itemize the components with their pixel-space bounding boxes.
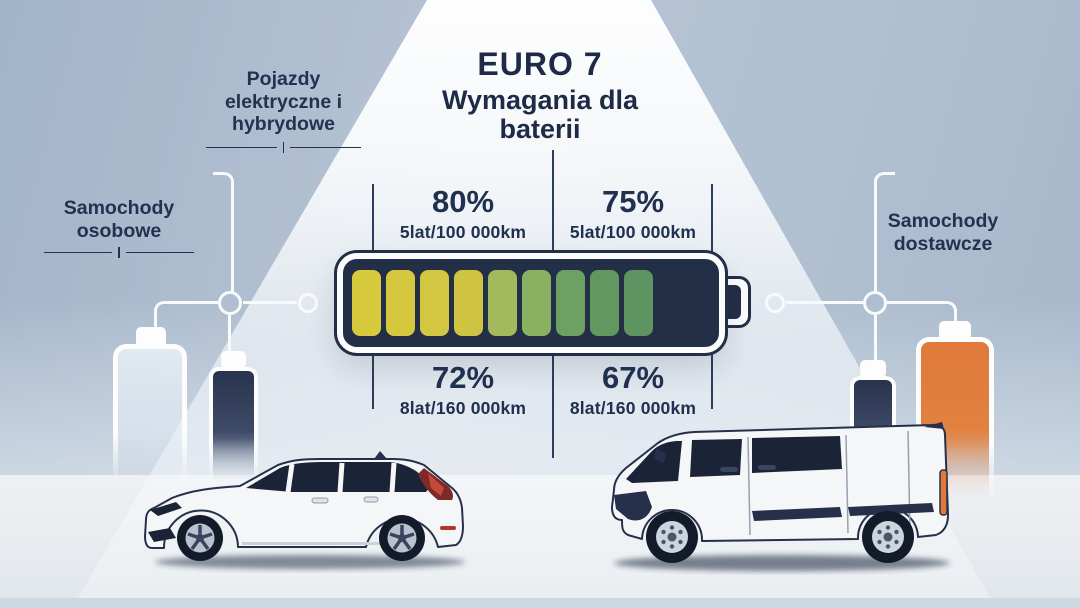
side-mirror-icon	[654, 449, 666, 463]
floor-edge	[0, 598, 1080, 608]
label-text: Pojazdy elektryczne i hybrydowe	[224, 68, 343, 136]
label-passenger-cars: Samochody osobowe	[44, 197, 194, 259]
connector-line	[874, 315, 877, 360]
divider-line	[372, 184, 374, 253]
stat-passenger-8y: 72% 8lat/160 000km	[375, 362, 551, 419]
connector-line	[874, 172, 895, 294]
stat-passenger-5y: 80% 5lat/100 000km	[375, 186, 551, 243]
divider-line	[711, 353, 713, 409]
battery-gauge-segment	[556, 270, 585, 336]
connector-node-icon	[765, 293, 785, 313]
label-text: Samochody dostawcze	[887, 210, 999, 255]
battery-gauge-segment	[386, 270, 415, 336]
white-battery-terminal	[136, 327, 166, 347]
door-handle	[758, 465, 776, 470]
connector-line	[213, 172, 234, 294]
front-wheel	[646, 511, 698, 563]
orange-battery-terminal	[939, 321, 971, 340]
stat-condition: 5lat/100 000km	[399, 222, 527, 242]
title-kicker: EURO 7	[477, 46, 603, 82]
white-battery-icon	[113, 344, 187, 486]
dark-battery-terminal	[221, 351, 246, 369]
stat-percent: 80%	[431, 184, 495, 219]
van-molding	[848, 503, 934, 516]
van-sliding-window	[752, 436, 842, 473]
connector-node-icon	[298, 293, 318, 313]
stat-percent: 75%	[601, 184, 665, 219]
connector-line	[887, 301, 957, 337]
rule-tick	[118, 247, 120, 259]
taillight-icon	[939, 469, 948, 516]
battery-gauge-segment	[590, 270, 619, 336]
label-rule	[206, 141, 361, 153]
front-wheel	[177, 515, 223, 561]
rear-reflector	[440, 526, 456, 530]
battery-gauge-segment	[420, 270, 449, 336]
connector-line	[243, 301, 297, 304]
roof-spoiler	[924, 422, 944, 429]
dark-battery-terminal	[860, 360, 886, 378]
connector-line	[228, 315, 231, 353]
connector-line	[154, 301, 221, 335]
battery-gauge-segments	[352, 270, 653, 336]
car-shadow	[155, 555, 465, 569]
page-title: EURO 7 Wymagania dla baterii	[380, 46, 700, 145]
roof-antenna-icon	[374, 451, 387, 459]
delivery-van-illustration	[611, 422, 950, 571]
title-heading: Wymagania dla baterii	[441, 84, 639, 145]
rule-line	[44, 251, 113, 254]
door-handle	[311, 497, 329, 504]
connector-node-icon	[218, 291, 242, 315]
divider-line	[711, 184, 713, 253]
divider-line	[372, 353, 374, 409]
van-molding	[752, 507, 842, 521]
label-delivery-vans: Samochody dostawcze	[858, 210, 1028, 255]
rule-line	[206, 146, 277, 149]
rocker-trim	[242, 542, 380, 545]
rule-line	[290, 146, 361, 149]
van-shadow	[614, 555, 950, 571]
stat-condition: 8lat/160 000km	[569, 398, 697, 418]
stat-percent: 72%	[431, 360, 495, 395]
van-windshield	[626, 441, 682, 483]
stat-condition: 5lat/100 000km	[569, 222, 697, 242]
connector-line	[786, 301, 863, 304]
stat-delivery-5y: 75% 5lat/100 000km	[545, 186, 721, 243]
label-text: Samochody osobowe	[63, 197, 175, 242]
battery-gauge-segment	[488, 270, 517, 336]
headlight-icon	[150, 502, 182, 516]
label-electric-hybrid: Pojazdy elektryczne i hybrydowe	[206, 68, 361, 153]
stat-delivery-8y: 67% 8lat/160 000km	[545, 362, 721, 419]
battery-gauge-segment	[454, 270, 483, 336]
battery-gauge-segment	[352, 270, 381, 336]
battery-terminal-inner	[722, 285, 741, 319]
battery-gauge-segment	[624, 270, 653, 336]
door-handle	[363, 496, 379, 503]
rear-wheel	[862, 511, 914, 563]
passenger-car-illustration	[144, 451, 465, 569]
connector-node-icon	[863, 291, 887, 315]
front-intake	[148, 528, 176, 542]
rear-wheel	[379, 515, 425, 561]
stat-condition: 8lat/160 000km	[399, 398, 527, 418]
door-handle	[720, 467, 738, 472]
rule-line	[125, 251, 194, 254]
dark-battery-icon	[209, 367, 258, 485]
label-rule	[44, 247, 194, 259]
battery-gauge-segment	[522, 270, 551, 336]
rule-tick	[282, 141, 285, 153]
taillight-glow	[428, 473, 444, 496]
van-front-bumper	[614, 491, 652, 521]
stat-percent: 67%	[601, 360, 665, 395]
battery-gauge-terminal	[722, 279, 748, 325]
